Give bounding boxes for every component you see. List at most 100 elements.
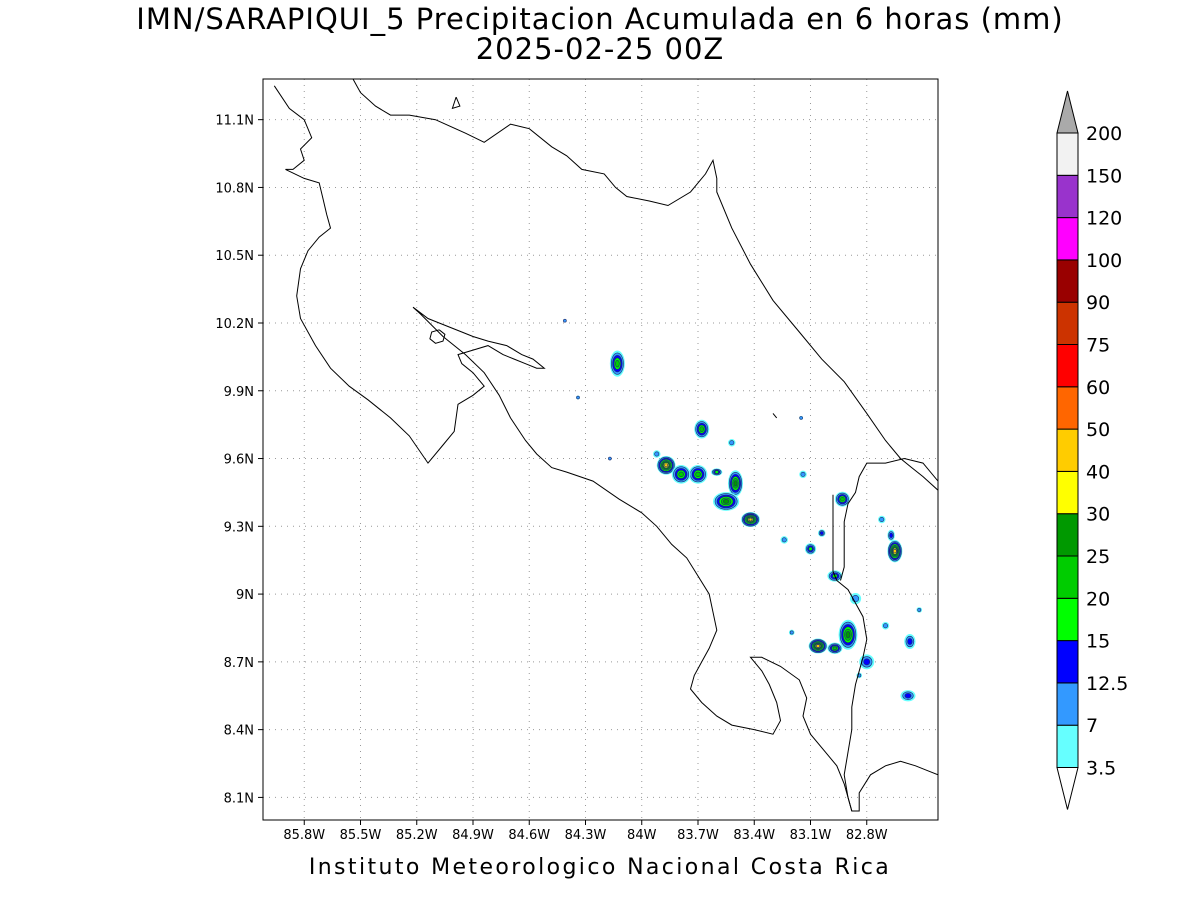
colorbar-swatch [1056, 682, 1079, 726]
colorbar-label: 75 [1086, 335, 1110, 357]
colorbar-swatch [1056, 513, 1079, 557]
precip-contour [917, 607, 922, 612]
precip-contour [608, 456, 612, 461]
precip-cell [834, 491, 850, 507]
tick-label-lon: 84.3W [565, 828, 607, 843]
precip-cell [608, 456, 612, 461]
precip-contour [789, 630, 794, 635]
colorbar-swatch [1056, 217, 1079, 261]
colorbar-label: 200 [1086, 123, 1122, 145]
tick-label-lat: 8.4N [224, 724, 254, 739]
precip-cell [713, 492, 740, 511]
precip-cell [656, 455, 676, 475]
colorbar-swatch [1056, 555, 1079, 599]
colorbar-swatch [1056, 470, 1079, 515]
precip-cell [780, 536, 788, 544]
precip-contour [808, 546, 813, 551]
tick-label-lon: 85.2W [396, 828, 438, 843]
precip-contour [904, 693, 912, 699]
precip-contour [816, 644, 820, 648]
coastline-path [273, 85, 938, 812]
tick-label-lat: 9.3N [224, 520, 254, 535]
precip-cell [881, 621, 890, 630]
colorbar-label: 100 [1086, 250, 1122, 272]
map-frame [262, 78, 939, 821]
precip-contour [907, 638, 913, 645]
precip-contour [733, 480, 738, 487]
colorbar-swatch [1056, 428, 1079, 472]
colorbar-label: 25 [1086, 546, 1110, 568]
tick-label-lat: 10.8N [215, 181, 254, 196]
colorbar-swatch [1056, 174, 1079, 219]
coastline-path [451, 96, 461, 110]
precip-contour [664, 463, 668, 468]
precip-cell [741, 512, 760, 528]
precip-cell [900, 690, 916, 702]
precip-cell [804, 543, 817, 555]
coastline-path [772, 413, 778, 419]
precip-cell [904, 634, 916, 650]
precipitation-field [563, 318, 923, 702]
precip-cell [671, 464, 691, 484]
chart-subtitle-date: 2025-02-25 00Z [475, 32, 725, 66]
precip-cell [688, 464, 708, 484]
precip-contour [748, 517, 753, 522]
precip-cell [788, 629, 795, 636]
precip-contour [799, 416, 803, 420]
precip-cell [799, 470, 807, 479]
colorbar: 3.5 7 12.5 15 20 25 30 40 50 60 75 90 100 120 150 200 [1056, 90, 1128, 810]
tick-label-lat: 9.9N [224, 385, 254, 400]
colorbar-over-triangle [1056, 90, 1079, 134]
colorbar-label: 150 [1086, 165, 1122, 187]
colorbar-label: 20 [1086, 588, 1110, 610]
precip-cell [887, 539, 903, 563]
precip-cell [576, 395, 580, 400]
tick-label-lat: 10.2N [215, 317, 254, 332]
colorbar-label: 60 [1086, 377, 1110, 399]
precip-cell [818, 529, 826, 537]
precip-contour [819, 531, 824, 535]
precip-contour [840, 496, 845, 502]
tick-label-lon: 83.4W [733, 828, 775, 843]
coastlines [273, 79, 938, 812]
chart-title: IMN/SARAPIQUI_5 Precipitacion Acumulada … [136, 2, 1064, 36]
coastline-path [429, 329, 446, 344]
precip-cell [799, 415, 803, 420]
precip-contour [832, 646, 838, 651]
precip-contour [845, 631, 851, 639]
coastline-path [840, 457, 938, 581]
precip-cell [838, 619, 858, 650]
colorbar-swatch [1056, 259, 1079, 303]
tick-label-lon: 82.8W [846, 828, 888, 843]
colorbar-swatch [1056, 344, 1079, 388]
tick-label-lon: 84.9W [452, 828, 494, 843]
precip-contour [863, 658, 871, 666]
tick-label-lon: 85.8W [283, 828, 325, 843]
precip-cell [728, 438, 736, 447]
precip-cell [563, 318, 567, 323]
precip-contour [800, 471, 806, 477]
footer-credit: Instituto Meteorologico Nacional Costa R… [308, 855, 892, 880]
axis-ticks: 85.8W 85.5W 85.2W 84.9W 84.6W 84.3W 84W 83.7W 83… [215, 114, 887, 843]
precip-cell [609, 350, 625, 377]
tick-label-lat: 11.1N [215, 114, 254, 129]
tick-label-lat: 10.5N [215, 249, 254, 264]
colorbar-label: 7 [1086, 715, 1098, 737]
colorbar-label: 120 [1086, 208, 1122, 230]
colorbar-swatch [1056, 640, 1079, 684]
colorbar-label: 12.5 [1086, 673, 1128, 695]
tick-label-lon: 83.1W [790, 828, 832, 843]
tick-label-lon: 83.7W [677, 828, 719, 843]
precip-contour [615, 359, 620, 368]
precip-contour [695, 471, 701, 478]
colorbar-label: 3.5 [1086, 758, 1116, 780]
map-grid [263, 79, 938, 820]
precip-cell [878, 515, 886, 524]
colorbar-swatch [1056, 132, 1079, 176]
precip-cell [711, 468, 723, 476]
precip-contour [781, 537, 787, 543]
precip-contour [889, 532, 893, 538]
colorbar-under-triangle [1056, 767, 1079, 810]
precip-contour [883, 623, 888, 629]
